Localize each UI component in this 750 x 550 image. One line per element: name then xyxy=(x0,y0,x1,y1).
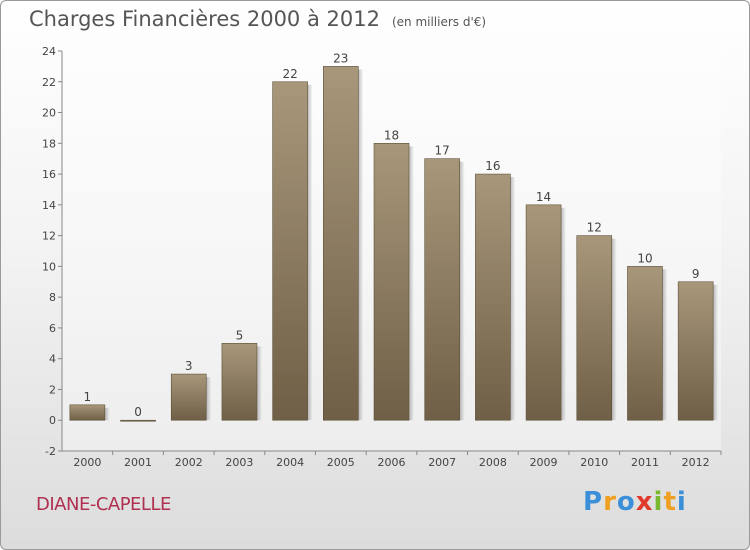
data-label-2012: 9 xyxy=(692,267,700,281)
data-label-2006: 18 xyxy=(384,128,399,142)
bar-2010 xyxy=(576,235,613,421)
bar-shadow xyxy=(611,238,617,421)
data-label-2004: 22 xyxy=(282,67,297,81)
x-tick-label-2008: 2008 xyxy=(479,456,507,469)
x-tick-label-2011: 2011 xyxy=(631,456,659,469)
data-label-2008: 16 xyxy=(485,159,500,173)
bar-shadow xyxy=(256,346,262,421)
y-tick-label: 16 xyxy=(42,168,56,181)
logo-letter: i xyxy=(676,487,687,517)
y-tick-label: 22 xyxy=(42,76,56,89)
bar-shadow xyxy=(104,407,110,421)
y-tick-label: 24 xyxy=(42,45,56,58)
x-tick-label-2003: 2003 xyxy=(225,456,253,469)
y-tick-label: 18 xyxy=(42,137,56,150)
data-label-2011: 10 xyxy=(637,251,652,265)
proxiti-logo: Proxiti xyxy=(583,487,687,517)
x-tick-label-2000: 2000 xyxy=(73,456,101,469)
logo-letter: t xyxy=(663,487,677,517)
bar-shadow xyxy=(206,377,212,421)
bar-shadow xyxy=(662,269,668,421)
x-tick-label-2006: 2006 xyxy=(378,456,406,469)
data-label-2002: 3 xyxy=(185,359,193,373)
chart-subtitle: (en milliers d'€) xyxy=(391,15,487,29)
bar-2006 xyxy=(373,143,410,421)
x-tick-label-2010: 2010 xyxy=(580,456,608,469)
bar-shadow xyxy=(358,69,364,421)
y-tick-label: 6 xyxy=(49,322,56,335)
x-tick-label-2007: 2007 xyxy=(428,456,456,469)
chart-title: Charges Financières 2000 à 2012 (en milli… xyxy=(29,7,486,31)
bar-2007 xyxy=(424,158,460,421)
logo-letter: i xyxy=(653,487,664,517)
x-tick-label-2001: 2001 xyxy=(124,456,152,469)
y-tick-label: 20 xyxy=(42,107,56,120)
bar-2012 xyxy=(677,281,714,421)
bar-shadow xyxy=(510,177,516,421)
logo-letter: P xyxy=(583,487,604,517)
bar-shadow xyxy=(307,84,313,421)
y-tick-label: -2 xyxy=(45,445,56,458)
bar-2001 xyxy=(120,419,156,422)
x-tick-label-2002: 2002 xyxy=(175,456,203,469)
logo-letter: x xyxy=(635,487,654,517)
logo-letter: r xyxy=(603,487,617,517)
bar-shadow xyxy=(459,161,465,421)
x-tick-label-2005: 2005 xyxy=(327,456,355,469)
y-tick-label: 0 xyxy=(49,414,56,427)
y-tick-label: 2 xyxy=(49,383,56,396)
y-tick-label: 8 xyxy=(49,291,56,304)
data-label-2003: 5 xyxy=(236,328,244,342)
bar-2002 xyxy=(170,373,207,421)
x-tick-label-2012: 2012 xyxy=(682,456,710,469)
bar-2000 xyxy=(69,404,106,421)
y-tick-label: 12 xyxy=(42,230,56,243)
bar-2011 xyxy=(627,266,663,421)
y-tick-label: 10 xyxy=(42,260,56,273)
logo-letter: o xyxy=(616,487,636,517)
x-tick-label-2004: 2004 xyxy=(276,456,304,469)
y-tick-label: 4 xyxy=(49,353,56,366)
bar-2005 xyxy=(323,66,359,421)
commune-name: DIANE-CAPELLE xyxy=(36,494,171,515)
data-label-2007: 17 xyxy=(435,144,450,158)
bar-2008 xyxy=(475,173,511,421)
chart-title-text: Charges Financières 2000 à 2012 xyxy=(29,7,380,31)
bar-2004 xyxy=(272,81,308,421)
bar-shadow xyxy=(408,146,414,421)
data-label-2005: 23 xyxy=(333,51,348,65)
bar-2009 xyxy=(525,204,562,421)
data-label-2000: 1 xyxy=(84,390,92,404)
bar-2003 xyxy=(221,343,258,421)
y-tick-label: 14 xyxy=(42,199,56,212)
x-tick-label-2009: 2009 xyxy=(530,456,558,469)
data-label-2009: 14 xyxy=(536,190,551,204)
bar-shadow xyxy=(561,207,567,421)
data-label-2010: 12 xyxy=(587,221,602,235)
bar-shadow xyxy=(713,284,719,421)
data-label-2001: 0 xyxy=(134,405,142,419)
